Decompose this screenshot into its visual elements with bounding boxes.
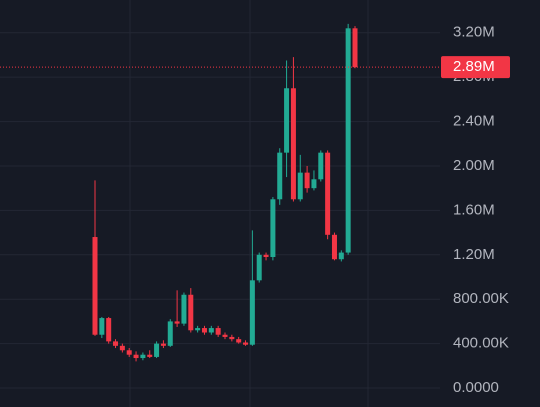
candle-body [352, 28, 358, 68]
y-tick-label: 0.0000 [453, 379, 499, 396]
y-tick-label: 1.20M [453, 246, 495, 263]
candle-body [201, 328, 207, 333]
candle-body [188, 294, 194, 331]
candle-body [345, 28, 351, 253]
candle-body [106, 318, 112, 342]
candle-body [126, 350, 132, 355]
candle-body [229, 336, 235, 340]
candle-body [325, 152, 331, 235]
candle-body [277, 152, 283, 200]
candle-body [256, 254, 262, 281]
candle-body [154, 343, 160, 357]
candle-body [195, 328, 201, 331]
candle-body [181, 294, 187, 324]
y-tick-label: 800.00K [453, 290, 509, 307]
candle-body [160, 343, 166, 346]
candle-body [99, 318, 105, 335]
candle-body [92, 237, 98, 335]
candle-body [318, 152, 324, 180]
candle-body [119, 345, 125, 351]
candle-body [284, 88, 290, 153]
last-price-box [441, 56, 510, 79]
candle-body [263, 254, 269, 258]
y-tick-label: 3.20M [453, 24, 495, 41]
candle-body [338, 252, 344, 260]
candle-body [147, 354, 153, 357]
candle-body [290, 88, 296, 200]
candle-body [249, 280, 255, 345]
candle-body [133, 354, 139, 359]
last-price-label: 2.89M [453, 58, 495, 75]
candle-body [331, 234, 337, 260]
candle-body [311, 179, 317, 189]
candle-body [243, 342, 249, 345]
candle-body [140, 354, 146, 359]
candle-body [270, 199, 276, 258]
y-tick-label: 2.00M [453, 157, 495, 174]
candle-body [208, 328, 214, 333]
candle-body [215, 328, 221, 335]
candle-body [174, 321, 180, 324]
candle-body [236, 339, 242, 343]
candle-body [297, 172, 303, 200]
y-tick-label: 2.40M [453, 113, 495, 130]
candle-body [113, 341, 119, 346]
y-tick-label: 1.60M [453, 201, 495, 218]
candle-body [304, 172, 310, 189]
candle-body [222, 334, 228, 337]
y-tick-label: 400.00K [453, 335, 509, 352]
candle-body [167, 321, 173, 346]
